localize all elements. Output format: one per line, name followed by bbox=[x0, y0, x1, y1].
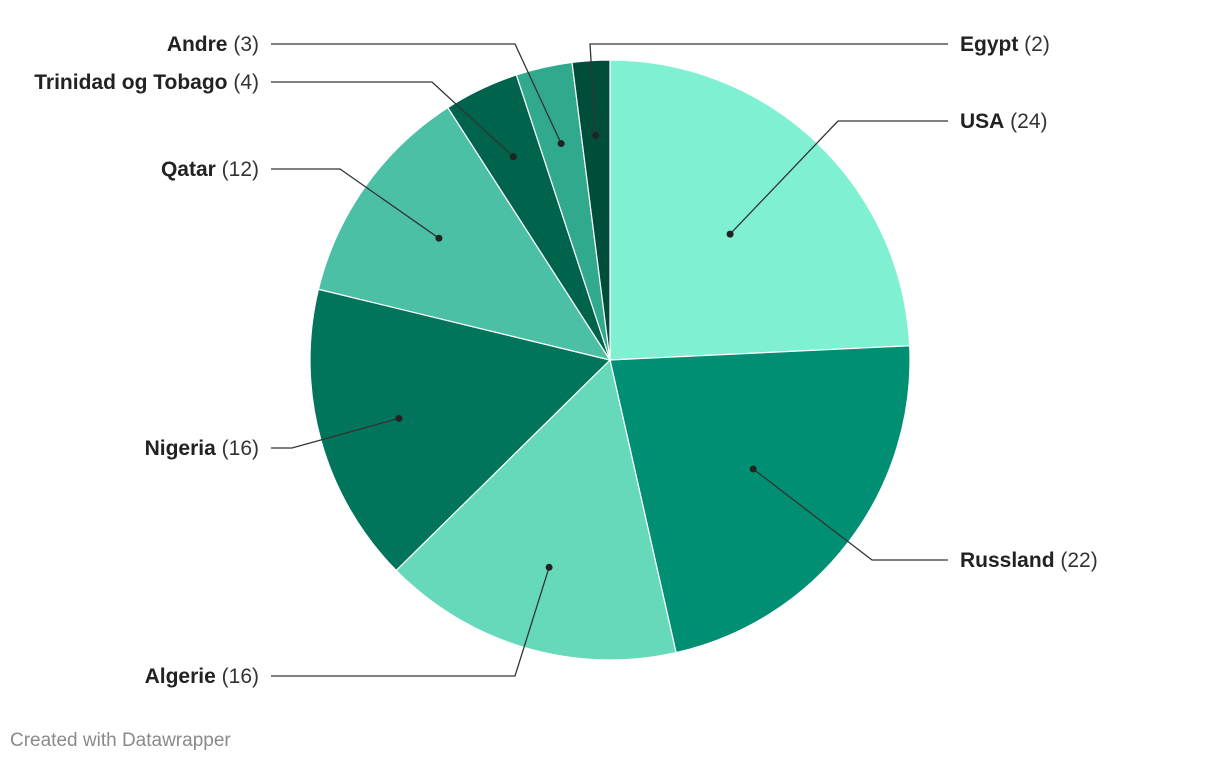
leader-dot-egypt bbox=[592, 132, 600, 139]
leader-lines-layer bbox=[271, 43, 948, 677]
slice-label-name: USA bbox=[960, 110, 1004, 133]
leader-line-qatar bbox=[271, 168, 440, 239]
leader-dot-usa bbox=[726, 230, 734, 238]
slice-label-value: (16) bbox=[216, 665, 259, 688]
slice-label-qatar: Qatar (12) bbox=[161, 158, 259, 181]
slice-label-nigeria: Nigeria (16) bbox=[145, 437, 259, 460]
slice-label-name: Russland bbox=[960, 549, 1055, 572]
datawrapper-credit[interactable]: Created with Datawrapper bbox=[10, 730, 231, 751]
leader-line-trinidad-og-tobago bbox=[271, 81, 514, 158]
slice-label-name: Trinidad og Tobago bbox=[34, 71, 227, 94]
slice-label-value: (12) bbox=[216, 158, 259, 181]
pie-slice-algerie[interactable] bbox=[395, 358, 677, 661]
slice-label-value: (2) bbox=[1018, 33, 1050, 56]
leader-line-russland bbox=[752, 468, 948, 561]
slice-label-name: Andre bbox=[167, 33, 228, 56]
slice-label-russland: Russland (22) bbox=[960, 549, 1098, 572]
slice-label-trinidad-og-tobago: Trinidad og Tobago (4) bbox=[34, 71, 259, 94]
leader-dot-qatar bbox=[435, 234, 443, 242]
leader-dot-russland bbox=[749, 465, 757, 473]
slice-label-value: (22) bbox=[1055, 549, 1098, 572]
leader-line-usa bbox=[729, 120, 948, 235]
pie-slice-usa[interactable] bbox=[609, 59, 911, 361]
leader-dot-trinidad-og-tobago bbox=[509, 153, 517, 161]
slice-label-andre: Andre (3) bbox=[167, 33, 259, 56]
leader-dot-nigeria bbox=[395, 414, 403, 422]
slice-label-value: (24) bbox=[1004, 110, 1047, 133]
slice-label-value: (16) bbox=[216, 437, 259, 460]
slices-layer bbox=[309, 59, 911, 661]
slice-label-egypt: Egypt (2) bbox=[960, 33, 1050, 56]
leader-line-algerie bbox=[271, 567, 550, 677]
slice-label-name: Egypt bbox=[960, 33, 1018, 56]
leader-line-andre bbox=[271, 43, 562, 144]
pie-slice-qatar[interactable] bbox=[317, 106, 612, 361]
slice-label-name: Qatar bbox=[161, 158, 216, 181]
slice-label-usa: USA (24) bbox=[960, 110, 1048, 133]
leader-dot-algerie bbox=[545, 563, 553, 571]
slice-label-name: Nigeria bbox=[145, 437, 217, 460]
leader-line-egypt bbox=[589, 43, 948, 136]
slice-label-value: (3) bbox=[228, 33, 260, 56]
slice-label-algerie: Algerie (16) bbox=[145, 665, 259, 688]
leader-line-nigeria bbox=[271, 417, 400, 449]
slice-label-name: Algerie bbox=[145, 665, 216, 688]
leader-dot-andre bbox=[557, 140, 565, 147]
labels-layer: USA (24)Russland (22)Algerie (16)Nigeria… bbox=[34, 33, 1097, 688]
slice-label-value: (4) bbox=[228, 71, 260, 94]
